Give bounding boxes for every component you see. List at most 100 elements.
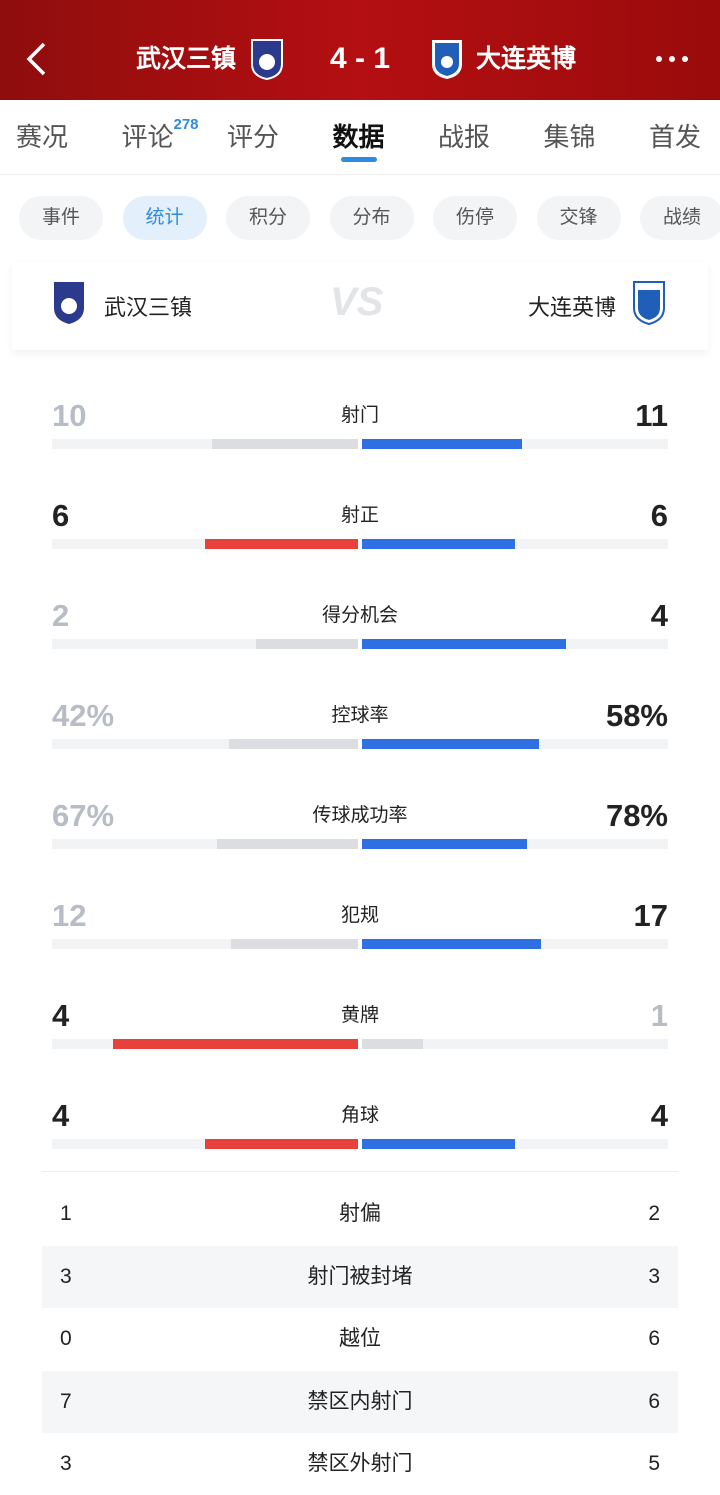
more-button[interactable] <box>654 52 690 66</box>
away-bar <box>362 539 515 549</box>
subtab[interactable]: 统计 <box>122 196 207 240</box>
home-value: 10 <box>52 398 87 433</box>
away-value: 5 <box>648 1452 660 1475</box>
home-value: 12 <box>52 898 87 933</box>
stat-label: 控球率 <box>331 705 389 726</box>
away-bar <box>362 939 542 949</box>
subtab[interactable]: 战绩 <box>640 196 720 240</box>
bar-track <box>52 639 358 649</box>
home-team: 武汉三镇 <box>104 295 193 320</box>
subtab[interactable]: 交锋 <box>536 196 621 240</box>
tab[interactable]: 首发 <box>648 122 701 152</box>
home-value: 3 <box>60 1264 72 1288</box>
table-row: 3 射门被封堵 3 <box>42 1245 678 1308</box>
stat-label: 射门被封堵 <box>307 1264 413 1288</box>
away-team: 大连英博 <box>527 295 616 320</box>
home-bar <box>113 1039 358 1049</box>
bar-track <box>362 539 668 549</box>
table-row: 0 越位 6 <box>42 1308 678 1370</box>
vs-mark: VS <box>330 280 384 324</box>
tab[interactable]: 数据 <box>332 122 385 152</box>
stat-label: 禁区内射门 <box>307 1389 413 1413</box>
subtab[interactable]: 分布 <box>329 196 414 240</box>
stat-label: 传球成功率 <box>312 805 408 826</box>
subtab[interactable]: 伤停 <box>433 196 517 240</box>
away-logo <box>432 40 462 79</box>
score: 4 - 1 <box>329 42 391 75</box>
stat-label: 黄牌 <box>340 1005 379 1026</box>
away-bar <box>362 839 527 849</box>
home-value: 0 <box>60 1327 72 1350</box>
home-value: 7 <box>60 1389 72 1413</box>
home-value: 42% <box>52 698 115 733</box>
home-value: 3 <box>60 1452 72 1475</box>
home-value: 67% <box>52 798 115 833</box>
away-value: 17 <box>633 898 668 933</box>
home-value: 4 <box>52 1098 70 1133</box>
away-bar <box>362 739 540 749</box>
bar-track <box>52 939 358 949</box>
home-logo <box>54 282 84 324</box>
tab[interactable]: 集锦 <box>543 122 596 152</box>
bar-track <box>52 439 358 449</box>
table-row: 7 禁区内射门 6 <box>42 1370 678 1433</box>
home-value: 6 <box>52 498 70 533</box>
away-value: 6 <box>650 498 668 533</box>
bar-track <box>362 1139 668 1149</box>
tab[interactable]: 评论 278 <box>121 116 199 152</box>
tab[interactable]: 战报 <box>437 122 490 152</box>
home-value: 4 <box>52 998 70 1033</box>
subtab[interactable]: 事件 <box>19 196 103 240</box>
header: 武汉三镇 4 - 1 大连英博 <box>0 0 720 100</box>
comment-count: 278 <box>173 116 199 133</box>
bar-track <box>52 739 358 749</box>
bar-track <box>362 1039 668 1049</box>
stat-label: 射偏 <box>339 1202 381 1225</box>
away-value: 11 <box>635 398 668 433</box>
tab[interactable]: 评分 <box>226 122 279 152</box>
home-team: 武汉三镇 <box>136 45 237 73</box>
tab-indicator <box>340 157 377 162</box>
team-card: 武汉三镇 VS 大连英博 <box>12 262 708 350</box>
stat-label: 得分机会 <box>321 605 398 626</box>
divider <box>0 174 720 175</box>
away-value: 2 <box>648 1202 660 1225</box>
back-button[interactable] <box>24 42 50 78</box>
home-bar <box>256 639 358 649</box>
away-value: 4 <box>650 598 668 633</box>
home-bar <box>216 839 358 849</box>
away-bar <box>362 1139 515 1149</box>
away-team: 大连英博 <box>476 45 577 73</box>
stat-label: 射门 <box>340 405 379 426</box>
home-logo <box>251 39 283 80</box>
table-row: 1 射偏 2 <box>42 1183 678 1245</box>
away-bar <box>362 439 523 449</box>
subtab[interactable]: 积分 <box>226 196 310 240</box>
away-value: 4 <box>650 1098 668 1133</box>
divider <box>42 1171 678 1172</box>
home-value: 1 <box>60 1202 72 1225</box>
bar-track <box>52 839 358 849</box>
tab[interactable]: 赛况 <box>15 122 68 152</box>
stat-label: 越位 <box>339 1327 381 1350</box>
home-bar <box>229 739 358 749</box>
home-bar <box>212 439 358 449</box>
home-value: 2 <box>52 598 70 633</box>
home-bar <box>231 939 358 949</box>
table-row: 3 禁区外射门 5 <box>42 1433 678 1495</box>
stat-label: 犯规 <box>340 905 379 926</box>
away-value: 1 <box>650 998 668 1033</box>
home-bar <box>205 539 358 549</box>
away-value: 6 <box>648 1389 660 1413</box>
home-bar <box>205 1139 358 1149</box>
away-value: 6 <box>648 1327 660 1350</box>
away-logo <box>633 281 665 326</box>
away-value: 58% <box>605 698 668 733</box>
away-value: 3 <box>648 1264 660 1288</box>
away-value: 78% <box>605 798 668 833</box>
stat-label: 禁区外射门 <box>307 1452 413 1475</box>
stat-label: 角球 <box>340 1105 379 1126</box>
away-bar <box>362 1039 424 1049</box>
away-bar <box>362 639 566 649</box>
